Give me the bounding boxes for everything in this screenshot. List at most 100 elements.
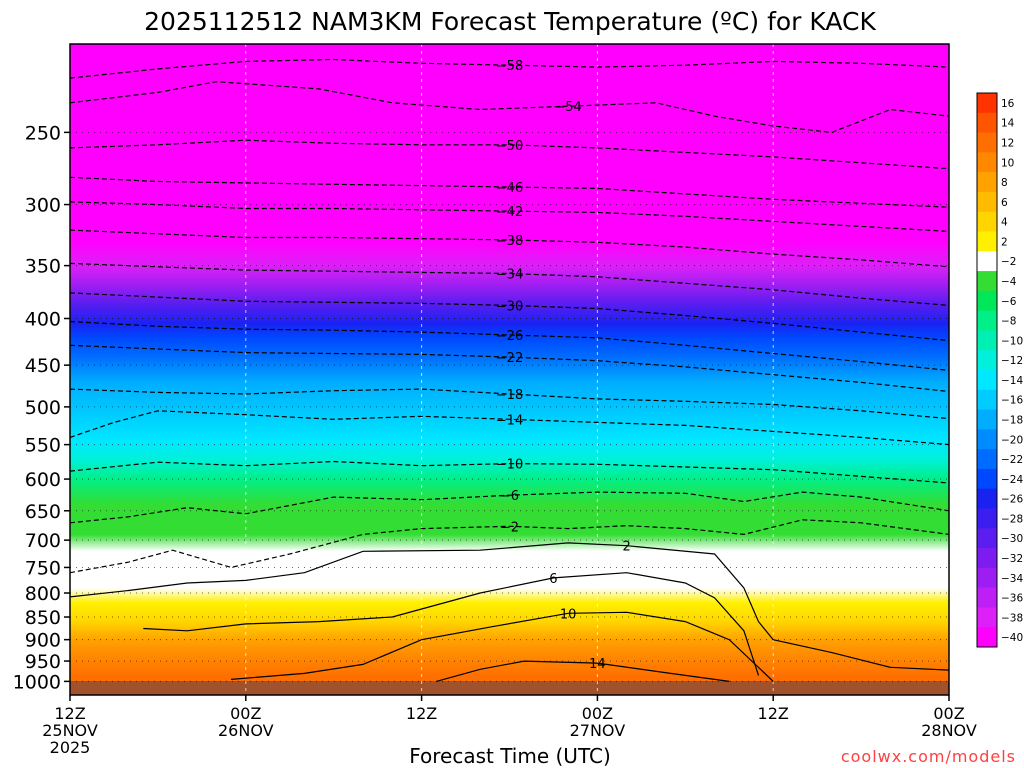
colorbar-label: −2: [1001, 256, 1016, 268]
plot-area: −58−54−50−46−42−38−34−30−26−22−18−14−10−…: [70, 44, 949, 695]
colorbar-swatch: [977, 370, 997, 391]
contour-label: −34: [496, 267, 523, 282]
y-tick-label: 550: [25, 435, 61, 457]
colorbar-swatch: [977, 468, 997, 490]
y-tick-label: 700: [25, 530, 61, 552]
y-tick-label: 800: [25, 583, 61, 605]
colorbar-swatch: [977, 508, 997, 529]
colorbar-swatch: [977, 112, 997, 133]
contour-label: −46: [496, 181, 523, 196]
x-tick-label: 25NOV: [42, 721, 98, 740]
colorbar-label: −20: [1001, 434, 1023, 446]
colorbar-swatch: [977, 627, 997, 648]
colorbar-label: 10: [1001, 157, 1014, 169]
colorbar-swatch: [977, 429, 997, 450]
colorbar-swatch: [977, 251, 997, 272]
colorbar-label: −26: [1001, 494, 1023, 506]
colorbar-label: −38: [1001, 612, 1023, 624]
colorbar-swatch: [977, 172, 997, 193]
contour-line: [70, 176, 949, 208]
colorbar-label: −22: [1001, 454, 1023, 466]
contour-line: [70, 460, 949, 484]
colorbar-swatch: [977, 409, 997, 430]
contour-label: −38: [496, 234, 523, 249]
x-tick-label: 28NOV: [921, 721, 977, 740]
colorbar-swatch: [977, 389, 997, 410]
colorbar-label: −8: [1001, 316, 1016, 328]
contour-label: −18: [496, 388, 523, 403]
colorbar-label: −30: [1001, 533, 1023, 545]
colorbar-swatch: [977, 231, 997, 252]
colorbar-label: −6: [1001, 296, 1017, 308]
contour-label: −30: [496, 299, 523, 314]
y-tick-label: 500: [25, 397, 61, 419]
y-tick-label: 300: [25, 195, 61, 217]
contour-label: −6: [500, 489, 519, 504]
colorbar-swatch: [977, 488, 997, 509]
colorbar-label: −18: [1001, 414, 1023, 426]
colorbar-swatch: [977, 290, 997, 312]
contour-label: −22: [496, 351, 523, 366]
colorbar-label: −10: [1001, 335, 1023, 347]
colorbar-swatch: [977, 211, 997, 232]
ground-band: [70, 681, 949, 695]
grid-lines: [70, 44, 949, 695]
colorbar-swatch: [977, 310, 997, 331]
y-tick-label: 850: [25, 607, 61, 629]
contour-label: −26: [496, 329, 523, 344]
colorbar-label: 16: [1001, 98, 1015, 110]
y-tick-label: 900: [25, 630, 61, 652]
contour-line: [70, 292, 949, 342]
chart-title: 2025112512 NAM3KM Forecast Temperature (…: [144, 7, 876, 36]
contour-lines: −58−54−50−46−42−38−34−30−26−22−18−14−10−…: [70, 58, 949, 682]
colorbar-label: −24: [1001, 474, 1023, 486]
x-tick-label: 12Z: [758, 704, 789, 723]
colorbar-label: 8: [1001, 177, 1008, 189]
x-tick-label: 12Z: [406, 704, 437, 723]
contour-line: [70, 58, 949, 79]
colorbar-label: −14: [1001, 375, 1023, 387]
contour-label: 6: [549, 572, 557, 587]
colorbar-label: −36: [1001, 593, 1023, 605]
contour-line: [70, 542, 949, 671]
colorbar-swatch: [977, 607, 997, 628]
contour-line: [436, 660, 730, 682]
colorbar-swatch: [977, 528, 997, 549]
contour-line: [70, 491, 949, 524]
colorbar-swatch: [977, 93, 997, 114]
colorbar-swatch: [977, 449, 997, 470]
contour-label: −2: [500, 520, 519, 535]
colorbar-label: 6: [1001, 197, 1008, 209]
contour-label: 2: [623, 540, 631, 555]
x-tick-label: 26NOV: [218, 721, 274, 740]
colorbar-label: −4: [1001, 276, 1017, 288]
contour-line: [70, 229, 949, 268]
contour-line: [70, 320, 949, 371]
contour-line: [70, 410, 949, 446]
contour-line: [70, 262, 949, 306]
colorbar-label: −28: [1001, 513, 1023, 525]
x-tick-label: 27NOV: [570, 721, 626, 740]
contour-line: [231, 611, 774, 682]
y-tick-label: 1000: [13, 671, 61, 693]
x-tick-label: 12Z: [54, 704, 85, 723]
contour-label: 14: [589, 657, 606, 672]
plot-frame: [69, 43, 950, 696]
contour-label: −54: [554, 100, 581, 115]
colorbar-frame: [976, 92, 998, 648]
y-tick-label: 250: [25, 122, 61, 144]
y-tick-label: 600: [25, 469, 61, 491]
contour-label: 10: [560, 607, 577, 622]
colorbar: 16 14 12 10 8 6 4 2 −2 −4 −6 −8 −10 −12 −14 −16 −18 −20 −2…: [976, 92, 1023, 648]
x-tick-label: 2025: [50, 738, 91, 757]
x-axis-label: Forecast Time (UTC): [409, 744, 611, 768]
contour-label: −42: [496, 205, 523, 220]
colorbar-label: 14: [1001, 118, 1015, 130]
colorbar-label: −16: [1001, 395, 1023, 407]
y-tick-label: 450: [25, 355, 61, 377]
contour-label: −50: [496, 139, 523, 154]
contour-label: −10: [496, 458, 523, 473]
y-tick-label: 650: [25, 501, 61, 523]
